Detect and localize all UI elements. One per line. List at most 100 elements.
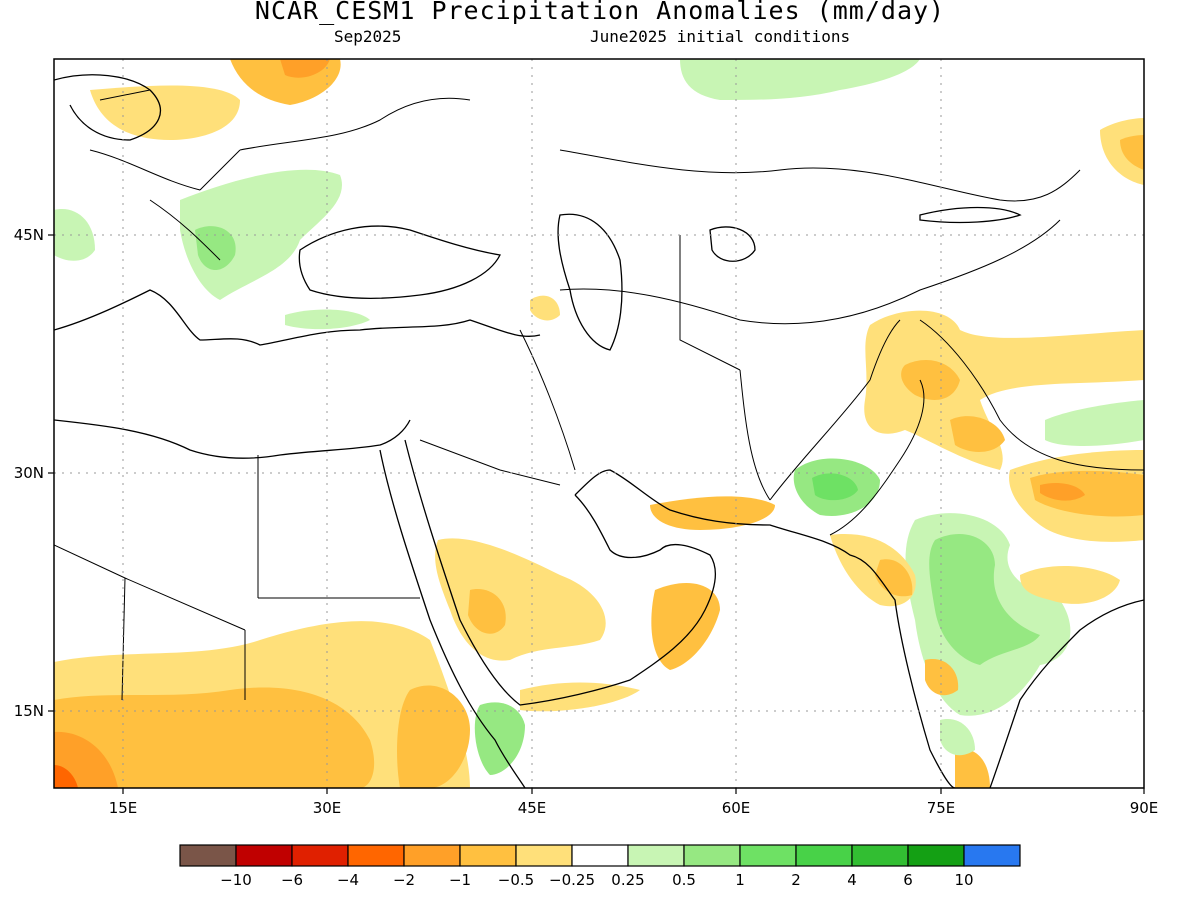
border-pakistan-india (829, 379, 925, 536)
colorbar-label: −4 (337, 871, 359, 889)
lon-tick-60e: 60E (722, 799, 751, 817)
coast-black-sea (298, 225, 501, 299)
coast-red-sea-east (404, 439, 717, 706)
lon-tick-90e: 90E (1130, 799, 1159, 817)
lon-tick-labels: 15E 30E 45E 60E 75E 90E (109, 799, 1159, 817)
anomaly-europe-north (90, 85, 240, 140)
anomaly-sri-lanka-green (940, 719, 975, 756)
chart-title: NCAR_CESM1 Precipitation Anomalies (mm/d… (254, 0, 946, 25)
colorbar-label: 0.5 (672, 871, 696, 889)
anomaly-pakistan-core (812, 473, 858, 501)
colorbar-swatch (963, 844, 1021, 867)
anomaly-kashmir (864, 310, 1144, 470)
coast-red-sea-west (379, 449, 526, 788)
colorbar-swatch (291, 844, 349, 867)
colorbar-swatch (627, 844, 685, 867)
coast-aral (709, 226, 756, 262)
initial-conditions: June2025 initial conditions (590, 27, 851, 46)
coast-caspian (557, 213, 623, 351)
anomaly-arabia-core (468, 589, 506, 634)
anomaly-nepal-max (1040, 483, 1085, 501)
anomaly-south-arabia (520, 682, 640, 712)
coast-mediterranean-north (54, 289, 541, 346)
anomaly-gujarat-core (875, 559, 913, 597)
coast-balkhash (919, 206, 1022, 224)
border-saudi-iraq (419, 439, 561, 486)
valid-month: Sep2025 (334, 27, 402, 46)
anomaly-south-india-yellow (925, 659, 959, 696)
colorbar-swatch (403, 844, 461, 867)
border-kazakh-russia (559, 149, 1081, 202)
anomaly-tibet-green (1045, 400, 1144, 446)
coast-baltic (54, 74, 161, 141)
colorbar-label: −6 (281, 871, 303, 889)
anomaly-europe-north-max (280, 59, 330, 78)
anomaly-fields (54, 59, 1144, 788)
colorbar-swatch (515, 844, 573, 867)
colorbar-swatch (907, 844, 965, 867)
colorbar-label: −10 (220, 871, 252, 889)
colorbar-label: −1 (449, 871, 471, 889)
coast-persian-gulf (574, 469, 956, 788)
border-iran-afghan (739, 369, 771, 501)
colorbar-swatch (571, 844, 629, 867)
anomaly-yemen-green (474, 702, 525, 775)
border-afghan-pakistan (769, 319, 901, 501)
lat-tick-15n: 15N (14, 702, 44, 720)
anomaly-arabia (435, 538, 606, 661)
anomaly-turkey-green (285, 309, 370, 330)
colorbar-swatch (179, 844, 237, 867)
colorbar-swatch (683, 844, 741, 867)
colorbar-label: 6 (903, 871, 913, 889)
map-frame (53, 58, 1145, 789)
anomaly-india-green-core (929, 534, 1040, 665)
lat-tick-30n: 30N (14, 464, 44, 482)
anomaly-caspian-yellow (530, 295, 560, 321)
anomaly-kashmir-core (901, 360, 960, 400)
lon-tick-75e: 75E (927, 799, 956, 817)
anomaly-sahel-max (54, 765, 78, 788)
anomaly-south-india-tip (955, 749, 990, 788)
lat-tick-45n: 45N (14, 226, 44, 244)
lon-tick-30e: 30E (313, 799, 342, 817)
border-iran-iraq (519, 329, 576, 471)
colorbar (179, 844, 1021, 867)
coastlines (54, 74, 1144, 788)
colorbar-label: 0.25 (611, 871, 644, 889)
anomaly-mongolia-core (1120, 135, 1144, 170)
border-europe-grid (89, 89, 241, 261)
anomaly-nepal-core (1030, 470, 1144, 517)
border-niger-chad (121, 577, 126, 701)
colorbar-swatch (459, 844, 517, 867)
border-kazakh-south (559, 219, 1061, 325)
colorbar-label: −2 (393, 871, 415, 889)
colorbar-swatch (795, 844, 853, 867)
anomaly-makran (650, 496, 775, 530)
border-turkmen-uzbek (679, 235, 741, 371)
colorbar-label: 10 (954, 871, 973, 889)
colorbar-label: 1 (735, 871, 745, 889)
colorbar-swatch (851, 844, 909, 867)
anomaly-kazakh-green (680, 59, 920, 100)
anomaly-balkans-core (195, 226, 236, 270)
colorbar-swatch (235, 844, 293, 867)
anomaly-bengal-yellow (1020, 565, 1120, 604)
gridlines (54, 59, 1144, 788)
colorbar-label: 2 (791, 871, 801, 889)
lon-tick-45e: 45E (518, 799, 547, 817)
coast-india-east (989, 599, 1144, 788)
anomaly-italy-green (54, 209, 95, 261)
coast-north-africa (54, 419, 411, 459)
anomaly-punjab-core (950, 416, 1005, 452)
borders (54, 89, 1144, 701)
colorbar-swatch (739, 844, 797, 867)
colorbar-label: 4 (847, 871, 857, 889)
anomaly-sahel-mid (54, 687, 375, 788)
border-ukraine (239, 97, 471, 151)
lat-tick-labels: 45N 30N 15N (14, 226, 44, 720)
border-libya-chad (54, 544, 246, 631)
colorbar-swatch (347, 844, 405, 867)
colorbar-labels: −10 −6 −4 −2 −1 −0.5 −0.25 0.25 0.5 1 2 4 6 10 (220, 871, 973, 889)
colorbar-label: −0.25 (549, 871, 595, 889)
